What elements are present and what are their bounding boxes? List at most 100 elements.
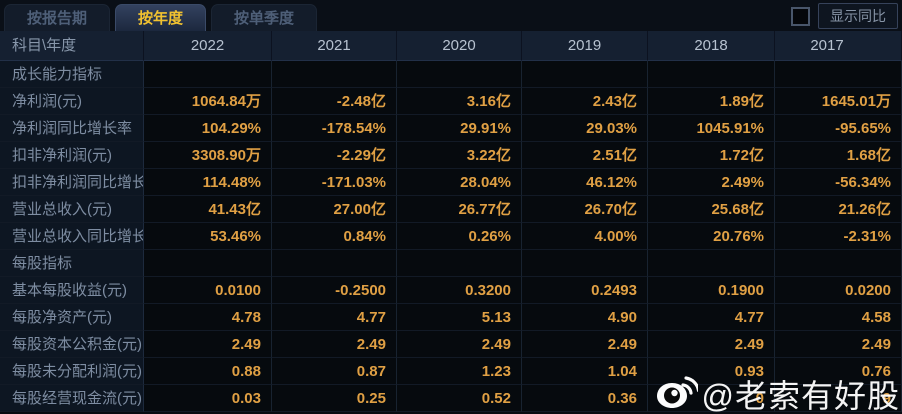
table-cell: 2.43亿 <box>522 88 648 115</box>
row-label: 扣非净利润同比增长率 <box>0 169 144 196</box>
table-cell: 1645.01万 <box>775 88 902 115</box>
table-cell: 27.00亿 <box>272 196 397 223</box>
table-cell: 1.89亿 <box>648 88 775 115</box>
table-cell <box>522 61 648 88</box>
table-cell: 3.22亿 <box>397 142 522 169</box>
table-cell: 2.49 <box>648 331 775 358</box>
row-label: 净利润(元) <box>0 88 144 115</box>
table-cell: 3.16亿 <box>397 88 522 115</box>
row-label: 基本每股收益(元) <box>0 277 144 304</box>
row-label: 每股未分配利润(元) <box>0 358 144 385</box>
table-cell: 2.49 <box>397 331 522 358</box>
financial-table: 科目\年度 2022 2021 2020 2019 2018 2017 成长能力指标 净利润(元… <box>0 31 902 412</box>
table-cell: 1.04 <box>522 358 648 385</box>
table-cell: 2.51亿 <box>522 142 648 169</box>
row-label: 营业总收入同比增长率 <box>0 223 144 250</box>
table-cell: -178.54% <box>272 115 397 142</box>
table-cell <box>648 61 775 88</box>
tab-report-period[interactable]: 按报告期 <box>4 4 111 31</box>
table-cell: 20.76% <box>648 223 775 250</box>
table-cell: 0.52 <box>397 385 522 412</box>
column-header-year[interactable]: 2018 <box>648 31 775 61</box>
table-cell: 0.87 <box>272 358 397 385</box>
column-header-year[interactable]: 2017 <box>775 31 902 61</box>
table-cell: 0.25 <box>272 385 397 412</box>
table-cell <box>648 250 775 277</box>
show-yoy-label[interactable]: 显示同比 <box>818 3 898 29</box>
table-cell: -2.29亿 <box>272 142 397 169</box>
table-cell: 0.88 <box>144 358 272 385</box>
tab-single-quarter[interactable]: 按单季度 <box>211 4 318 31</box>
row-label: 每股净资产(元) <box>0 304 144 331</box>
table-cell: 0.76 <box>775 358 902 385</box>
table-cell: 4.78 <box>144 304 272 331</box>
row-label: 营业总收入(元) <box>0 196 144 223</box>
table-cell: 2.49 <box>272 331 397 358</box>
show-yoy-checkbox[interactable] <box>791 6 810 26</box>
table-cell: 0.36 <box>522 385 648 412</box>
table-cell: 2.49 <box>775 331 902 358</box>
column-header-year[interactable]: 2021 <box>272 31 397 61</box>
column-header-year[interactable]: 2022 <box>144 31 272 61</box>
table-cell: 0.93 <box>648 358 775 385</box>
table-cell <box>775 250 902 277</box>
table-cell: -2.31% <box>775 223 902 250</box>
table-cell: 4.77 <box>272 304 397 331</box>
table-cell: 9 <box>775 385 902 412</box>
row-label: 每股指标 <box>0 250 144 277</box>
table-cell: -171.03% <box>272 169 397 196</box>
table-cell: 29.03% <box>522 115 648 142</box>
table-cell: 53.46% <box>144 223 272 250</box>
row-label: 成长能力指标 <box>0 61 144 88</box>
row-label: 每股资本公积金(元) <box>0 331 144 358</box>
table-cell: 2.49 <box>522 331 648 358</box>
column-header-year[interactable]: 2019 <box>522 31 648 61</box>
table-cell: 2.49% <box>648 169 775 196</box>
table-cell: 46.12% <box>522 169 648 196</box>
table-cell: -0.2500 <box>272 277 397 304</box>
table-cell: 0.26% <box>397 223 522 250</box>
table-cell: 0.2493 <box>522 277 648 304</box>
table-cell: 25.68亿 <box>648 196 775 223</box>
table-cell: 4.90 <box>522 304 648 331</box>
table-cell: 5.13 <box>397 304 522 331</box>
table-cell: 1.72亿 <box>648 142 775 169</box>
row-label: 每股经营现金流(元) <box>0 385 144 412</box>
table-cell: 26.70亿 <box>522 196 648 223</box>
table-cell <box>522 250 648 277</box>
table-cell: 0.1900 <box>648 277 775 304</box>
table-cell: 3308.90万 <box>144 142 272 169</box>
table-cell: 104.29% <box>144 115 272 142</box>
table-cell <box>397 61 522 88</box>
row-label: 净利润同比增长率 <box>0 115 144 142</box>
table-cell: 1.23 <box>397 358 522 385</box>
table-cell: 0 <box>648 385 775 412</box>
table-cell: 41.43亿 <box>144 196 272 223</box>
table-cell: 4.00% <box>522 223 648 250</box>
table-cell: 1064.84万 <box>144 88 272 115</box>
table-cell: 1045.91% <box>648 115 775 142</box>
table-cell <box>397 250 522 277</box>
table-cell: 28.04% <box>397 169 522 196</box>
table-cell <box>775 61 902 88</box>
period-tabbar: 按报告期 按年度 按单季度 显示同比 <box>0 0 902 31</box>
table-cell: 0.3200 <box>397 277 522 304</box>
table-cell: 0.84% <box>272 223 397 250</box>
tab-annual[interactable]: 按年度 <box>115 4 207 31</box>
table-cell: -56.34% <box>775 169 902 196</box>
table-cell: 0.0100 <box>144 277 272 304</box>
table-cell: 0.03 <box>144 385 272 412</box>
table-cell: 0.0200 <box>775 277 902 304</box>
table-cell: 29.91% <box>397 115 522 142</box>
table-cell: 2.49 <box>144 331 272 358</box>
table-cell: -2.48亿 <box>272 88 397 115</box>
row-label: 扣非净利润(元) <box>0 142 144 169</box>
table-cell: 21.26亿 <box>775 196 902 223</box>
table-cell: 1.68亿 <box>775 142 902 169</box>
table-cell <box>144 250 272 277</box>
table-cell: 26.77亿 <box>397 196 522 223</box>
table-cell <box>272 250 397 277</box>
table-cell: 4.58 <box>775 304 902 331</box>
table-cell <box>144 61 272 88</box>
column-header-year[interactable]: 2020 <box>397 31 522 61</box>
